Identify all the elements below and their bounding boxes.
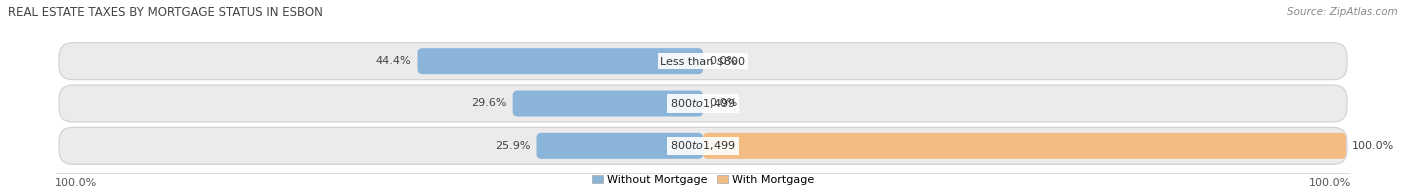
Text: 100.0%: 100.0%: [55, 178, 97, 188]
FancyBboxPatch shape: [418, 48, 703, 74]
Text: 44.4%: 44.4%: [375, 56, 412, 66]
FancyBboxPatch shape: [537, 133, 703, 159]
Text: 100.0%: 100.0%: [1353, 141, 1395, 151]
Text: Less than $800: Less than $800: [661, 56, 745, 66]
Text: 100.0%: 100.0%: [1309, 178, 1351, 188]
Text: 29.6%: 29.6%: [471, 98, 506, 108]
FancyBboxPatch shape: [59, 43, 1347, 80]
FancyBboxPatch shape: [59, 85, 1347, 122]
Text: 0.0%: 0.0%: [709, 98, 737, 108]
Text: $800 to $1,499: $800 to $1,499: [671, 97, 735, 110]
Text: 0.0%: 0.0%: [709, 56, 737, 66]
Text: $800 to $1,499: $800 to $1,499: [671, 139, 735, 152]
Text: 25.9%: 25.9%: [495, 141, 530, 151]
Text: Source: ZipAtlas.com: Source: ZipAtlas.com: [1288, 7, 1398, 17]
FancyBboxPatch shape: [703, 133, 1346, 159]
Legend: Without Mortgage, With Mortgage: Without Mortgage, With Mortgage: [588, 170, 818, 190]
FancyBboxPatch shape: [59, 127, 1347, 164]
Text: REAL ESTATE TAXES BY MORTGAGE STATUS IN ESBON: REAL ESTATE TAXES BY MORTGAGE STATUS IN …: [8, 5, 323, 19]
FancyBboxPatch shape: [513, 90, 703, 116]
